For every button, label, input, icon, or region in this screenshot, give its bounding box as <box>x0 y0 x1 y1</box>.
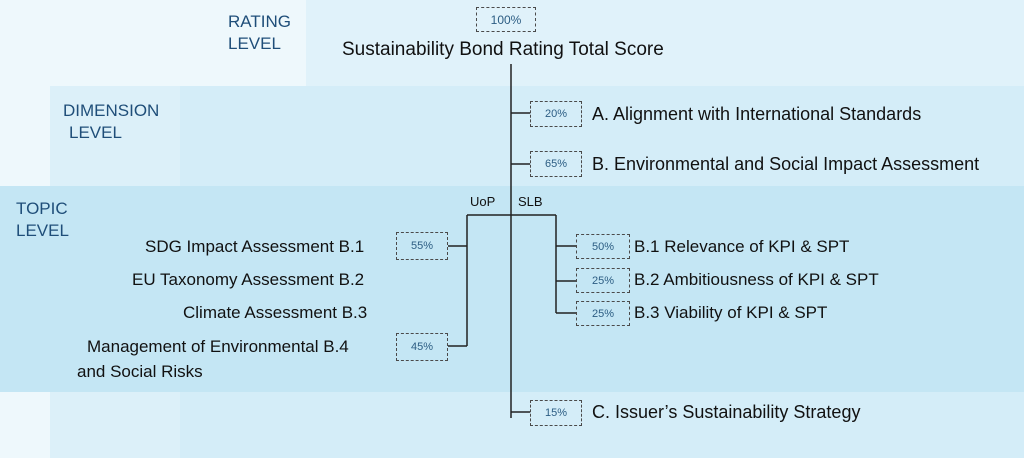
dimension-level-line1: DIMENSION <box>63 101 160 120</box>
uop-branch-label: UoP <box>470 194 496 209</box>
rating-level-line2: LEVEL <box>228 34 281 53</box>
topic-level-label: TOPIC LEVEL <box>16 198 69 242</box>
uop-topic-mgmt-label-line2: and Social Risks <box>77 362 203 381</box>
dimension-level-label: DIMENSION LEVEL <box>63 100 159 144</box>
uop-topic-climate-label: Climate Assessment B.3 <box>183 303 368 322</box>
dimension-b-weight-box: 65% <box>530 151 582 177</box>
dimension-c-label: C. Issuer’s Sustainability Strategy <box>592 402 861 422</box>
dimension-a-weight-box: 20% <box>530 101 582 127</box>
dimension-a-label: A. Alignment with International Standard… <box>592 104 922 124</box>
slb-topic-b1-label: B.1 Relevance of KPI & SPT <box>634 237 850 256</box>
slb-topic-b2-weight-box: 25% <box>576 268 630 293</box>
root-label: Sustainability Bond Rating Total Score <box>342 39 664 60</box>
slb-topic-b3-weight-box: 25% <box>576 301 630 326</box>
topic-level-band <box>0 186 1024 392</box>
rating-level-line1: RATING <box>228 12 291 31</box>
dimension-b-label: B. Environmental and Social Impact Asses… <box>592 154 980 174</box>
uop-topic-mgmt-label-line1: Management of Environmental B.4 <box>87 337 349 356</box>
slb-topic-b3-label: B.3 Viability of KPI & SPT <box>634 303 828 322</box>
uop-topic-mgmt-weight-box: 45% <box>396 333 448 361</box>
slb-topic-b1-weight-box: 50% <box>576 234 630 259</box>
slb-branch-label: SLB <box>518 194 543 209</box>
dimension-level-line2: LEVEL <box>69 123 122 142</box>
root-weight-box: 100% <box>476 7 536 32</box>
topic-level-line1: TOPIC <box>16 199 68 218</box>
slb-topic-b2-label: B.2 Ambitiousness of KPI & SPT <box>634 270 879 289</box>
uop-topic-sdg-weight-box: 55% <box>396 232 448 260</box>
dimension-c-weight-box: 15% <box>530 400 582 426</box>
topic-level-line2: LEVEL <box>16 221 69 240</box>
uop-topic-sdg-label: SDG Impact Assessment B.1 <box>145 237 365 256</box>
rating-level-label: RATING LEVEL <box>228 11 291 55</box>
uop-topic-eu-label: EU Taxonomy Assessment B.2 <box>132 270 365 289</box>
